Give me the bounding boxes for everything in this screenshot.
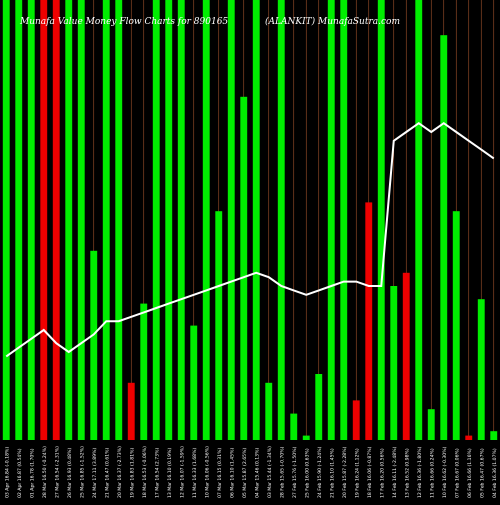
x-tick-label: 18 Feb 16.06 (-0.87%) [367, 446, 373, 498]
money-flow-bar [390, 286, 398, 440]
chart-subtitle: (ALANKIT) MunafaSutra.com [265, 16, 400, 27]
x-tick-label: 19 Feb 16.24 (1.12%) [354, 448, 360, 498]
x-tick-label: 10 Feb 16.62 (-0.30%) [442, 446, 448, 498]
x-tick-label: 11 Mar 16.33 (1.68%) [192, 448, 198, 498]
x-tick-label: 06 Feb 16.66 (1.16%) [467, 448, 473, 498]
money-flow-bar [240, 96, 248, 441]
x-tick-label: 25 Feb 16.00 (0.63%) [304, 448, 310, 498]
x-tick-label: 21 Mar 16.47 (0.61%) [104, 448, 110, 498]
x-tick-label: 14 Feb 16.11 (-2.48%) [392, 446, 398, 498]
x-tick-label: 27 Mar 16.54 (-2.31%) [54, 446, 60, 498]
x-tick-label: 05 Mar 15.87 (2.65%) [242, 448, 248, 498]
x-axis-tick-labels: 03 Apr 16.84 (-0.18%) 02 Apr 16.87 (0.54%… [4, 446, 498, 498]
x-tick-label: 21 Feb 16.10 (1.45%) [329, 448, 335, 498]
money-flow-bars [2, 0, 498, 441]
money-flow-bar [115, 0, 123, 440]
money-flow-bar [352, 400, 360, 440]
money-flow-bar [290, 413, 298, 440]
money-flow-bar [2, 0, 10, 440]
money-flow-bar [90, 250, 98, 440]
x-tick-label: 24 Mar 17.11 (3.89%) [92, 448, 98, 498]
x-tick-label: 20 Mar 16.37 (-2.73%) [117, 446, 123, 498]
money-flow-bar [490, 431, 498, 440]
x-tick-label: 12 Feb 16.36 (-1.80%) [417, 446, 423, 498]
money-flow-bar [277, 0, 285, 440]
money-flow-bar [302, 435, 310, 440]
money-flow-bar [427, 409, 435, 440]
money-flow-bar [252, 0, 260, 440]
money-flow-bar [52, 0, 60, 440]
x-tick-label: 25 Mar 16.85 (-1.52%) [79, 446, 85, 498]
money-flow-bar [227, 0, 235, 440]
x-tick-label: 06 Mar 16.10 (1.45%) [229, 448, 235, 498]
x-tick-label: 07 Mar 16.15 (0.31%) [217, 448, 223, 498]
x-tick-label: 17 Mar 16.54 (2.73%) [154, 448, 160, 498]
money-flow-bar [315, 374, 323, 440]
x-tick-label: 11 Feb 16.66 (0.24%) [429, 448, 435, 498]
x-tick-label: 07 Feb 16.67 (0.06%) [454, 448, 460, 498]
money-flow-bar [15, 0, 23, 440]
money-flow-bar [377, 0, 385, 440]
x-tick-label: 01 Apr 16.78 (1.70%) [29, 448, 35, 498]
x-tick-label: 19 Mar 16.83 (1.81%) [129, 448, 135, 498]
x-tick-label: 02 Apr 16.87 (0.54%) [17, 448, 23, 498]
money-flow-bar [127, 382, 135, 440]
money-flow-bar [340, 0, 348, 440]
x-tick-label: 20 Feb 15.87 (-2.28%) [342, 446, 348, 498]
x-tick-label: 28 Feb 15.65 (-0.70%) [279, 446, 285, 498]
money-flow-bar [477, 299, 485, 440]
money-flow-bar [465, 435, 473, 440]
money-flow-bar [165, 0, 173, 440]
money-flow-bar [177, 0, 185, 440]
money-flow-bar [140, 303, 148, 440]
money-flow-bar [402, 272, 410, 440]
money-flow-bar [40, 0, 48, 440]
money-flow-bar [190, 325, 198, 440]
x-tick-label: 26 Mar 16.93 (0.48%) [67, 448, 73, 498]
x-tick-label: 28 Mar 16.50 (-0.24%) [42, 446, 48, 498]
money-flow-bar [77, 0, 85, 440]
x-tick-label: 03 Apr 16.84 (-0.18%) [4, 447, 10, 498]
money-flow-bar [415, 0, 423, 440]
trend-line [5, 121, 495, 358]
money-flow-bar [452, 211, 460, 440]
x-tick-label: 17 Feb 16.20 (0.56%) [379, 448, 385, 498]
money-flow-bar [202, 0, 210, 440]
x-tick-label: 18 Mar 16.53 (-0.06%) [142, 446, 148, 498]
money-flow-bar [65, 0, 73, 440]
x-tick-label: 12 Mar 16.07 (-1.59%) [179, 446, 185, 498]
x-tick-label: 04 Mar 15.46 (0.13%) [254, 448, 260, 498]
x-tick-label: 24 Feb 15.90 (-1.24%) [317, 446, 323, 498]
money-flow-bar [102, 0, 110, 440]
money-flow-bar [327, 0, 335, 440]
x-tick-label: 10 Mar 16.06 (-0.56%) [204, 446, 210, 498]
x-tick-label: 27 Feb 15.76 (-1.50%) [292, 446, 298, 498]
money-flow-bar [365, 202, 373, 440]
x-tick-label: 05 Feb 16.47 (0.67%) [479, 448, 485, 498]
money-flow-bar [215, 211, 223, 440]
money-flow-bar [265, 382, 273, 440]
money-flow-bar [152, 0, 160, 440]
money-flow-bar [440, 35, 448, 440]
x-tick-label: 03 Mar 15.44 (-1.34%) [267, 446, 273, 498]
x-tick-label: 04 Feb 16.36 (1.07%) [492, 448, 498, 498]
chart-title: Munafa Value Money Flow Charts for 89016… [19, 17, 228, 27]
money-flow-bar [27, 0, 35, 440]
x-tick-label: 13 Mar 16.10 (0.19%) [167, 448, 173, 498]
x-tick-label: 13 Feb 16.52 (0.98%) [404, 448, 410, 498]
